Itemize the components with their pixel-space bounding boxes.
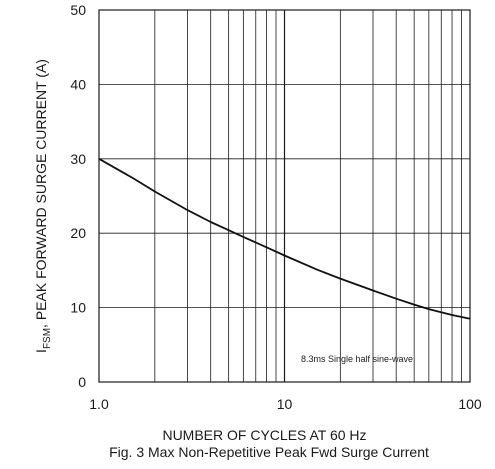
x-axis-title: NUMBER OF CYCLES AT 60 Hz [162,427,366,443]
plot-frame [98,9,471,383]
y-tick-label: 40 [70,76,86,92]
waveform-annotation: 8.3ms Single half sine-wave [301,354,413,364]
x-tick-label: 10 [277,396,293,412]
surge-current-curve [98,158,471,320]
x-tick-label: 1.0 [89,396,109,412]
y-tick-label: 20 [70,225,86,241]
figure-caption: Fig. 3 Max Non-Repetitive Peak Fwd Surge… [109,444,429,460]
x-tick-label: 100 [458,396,482,412]
series-layer [98,158,471,320]
y-tick-label: 50 [70,2,86,18]
y-tick-label: 30 [70,151,86,167]
grid-layer [99,10,470,382]
x-tick-labels: 1.0 10 100 [89,396,482,412]
y-tick-labels: 0 10 20 30 40 50 [70,2,86,390]
y-axis-title-rest: , PEAK FORWARD SURGE CURRENT (A) [33,59,49,328]
y-tick-label: 10 [70,300,86,316]
y-axis-title-subscript: FSM [42,328,53,349]
y-axis-title-symbol: I [33,349,49,353]
y-axis-title: IFSM, PEAK FORWARD SURGE CURRENT (A) [33,59,53,353]
y-tick-label: 0 [78,374,86,390]
